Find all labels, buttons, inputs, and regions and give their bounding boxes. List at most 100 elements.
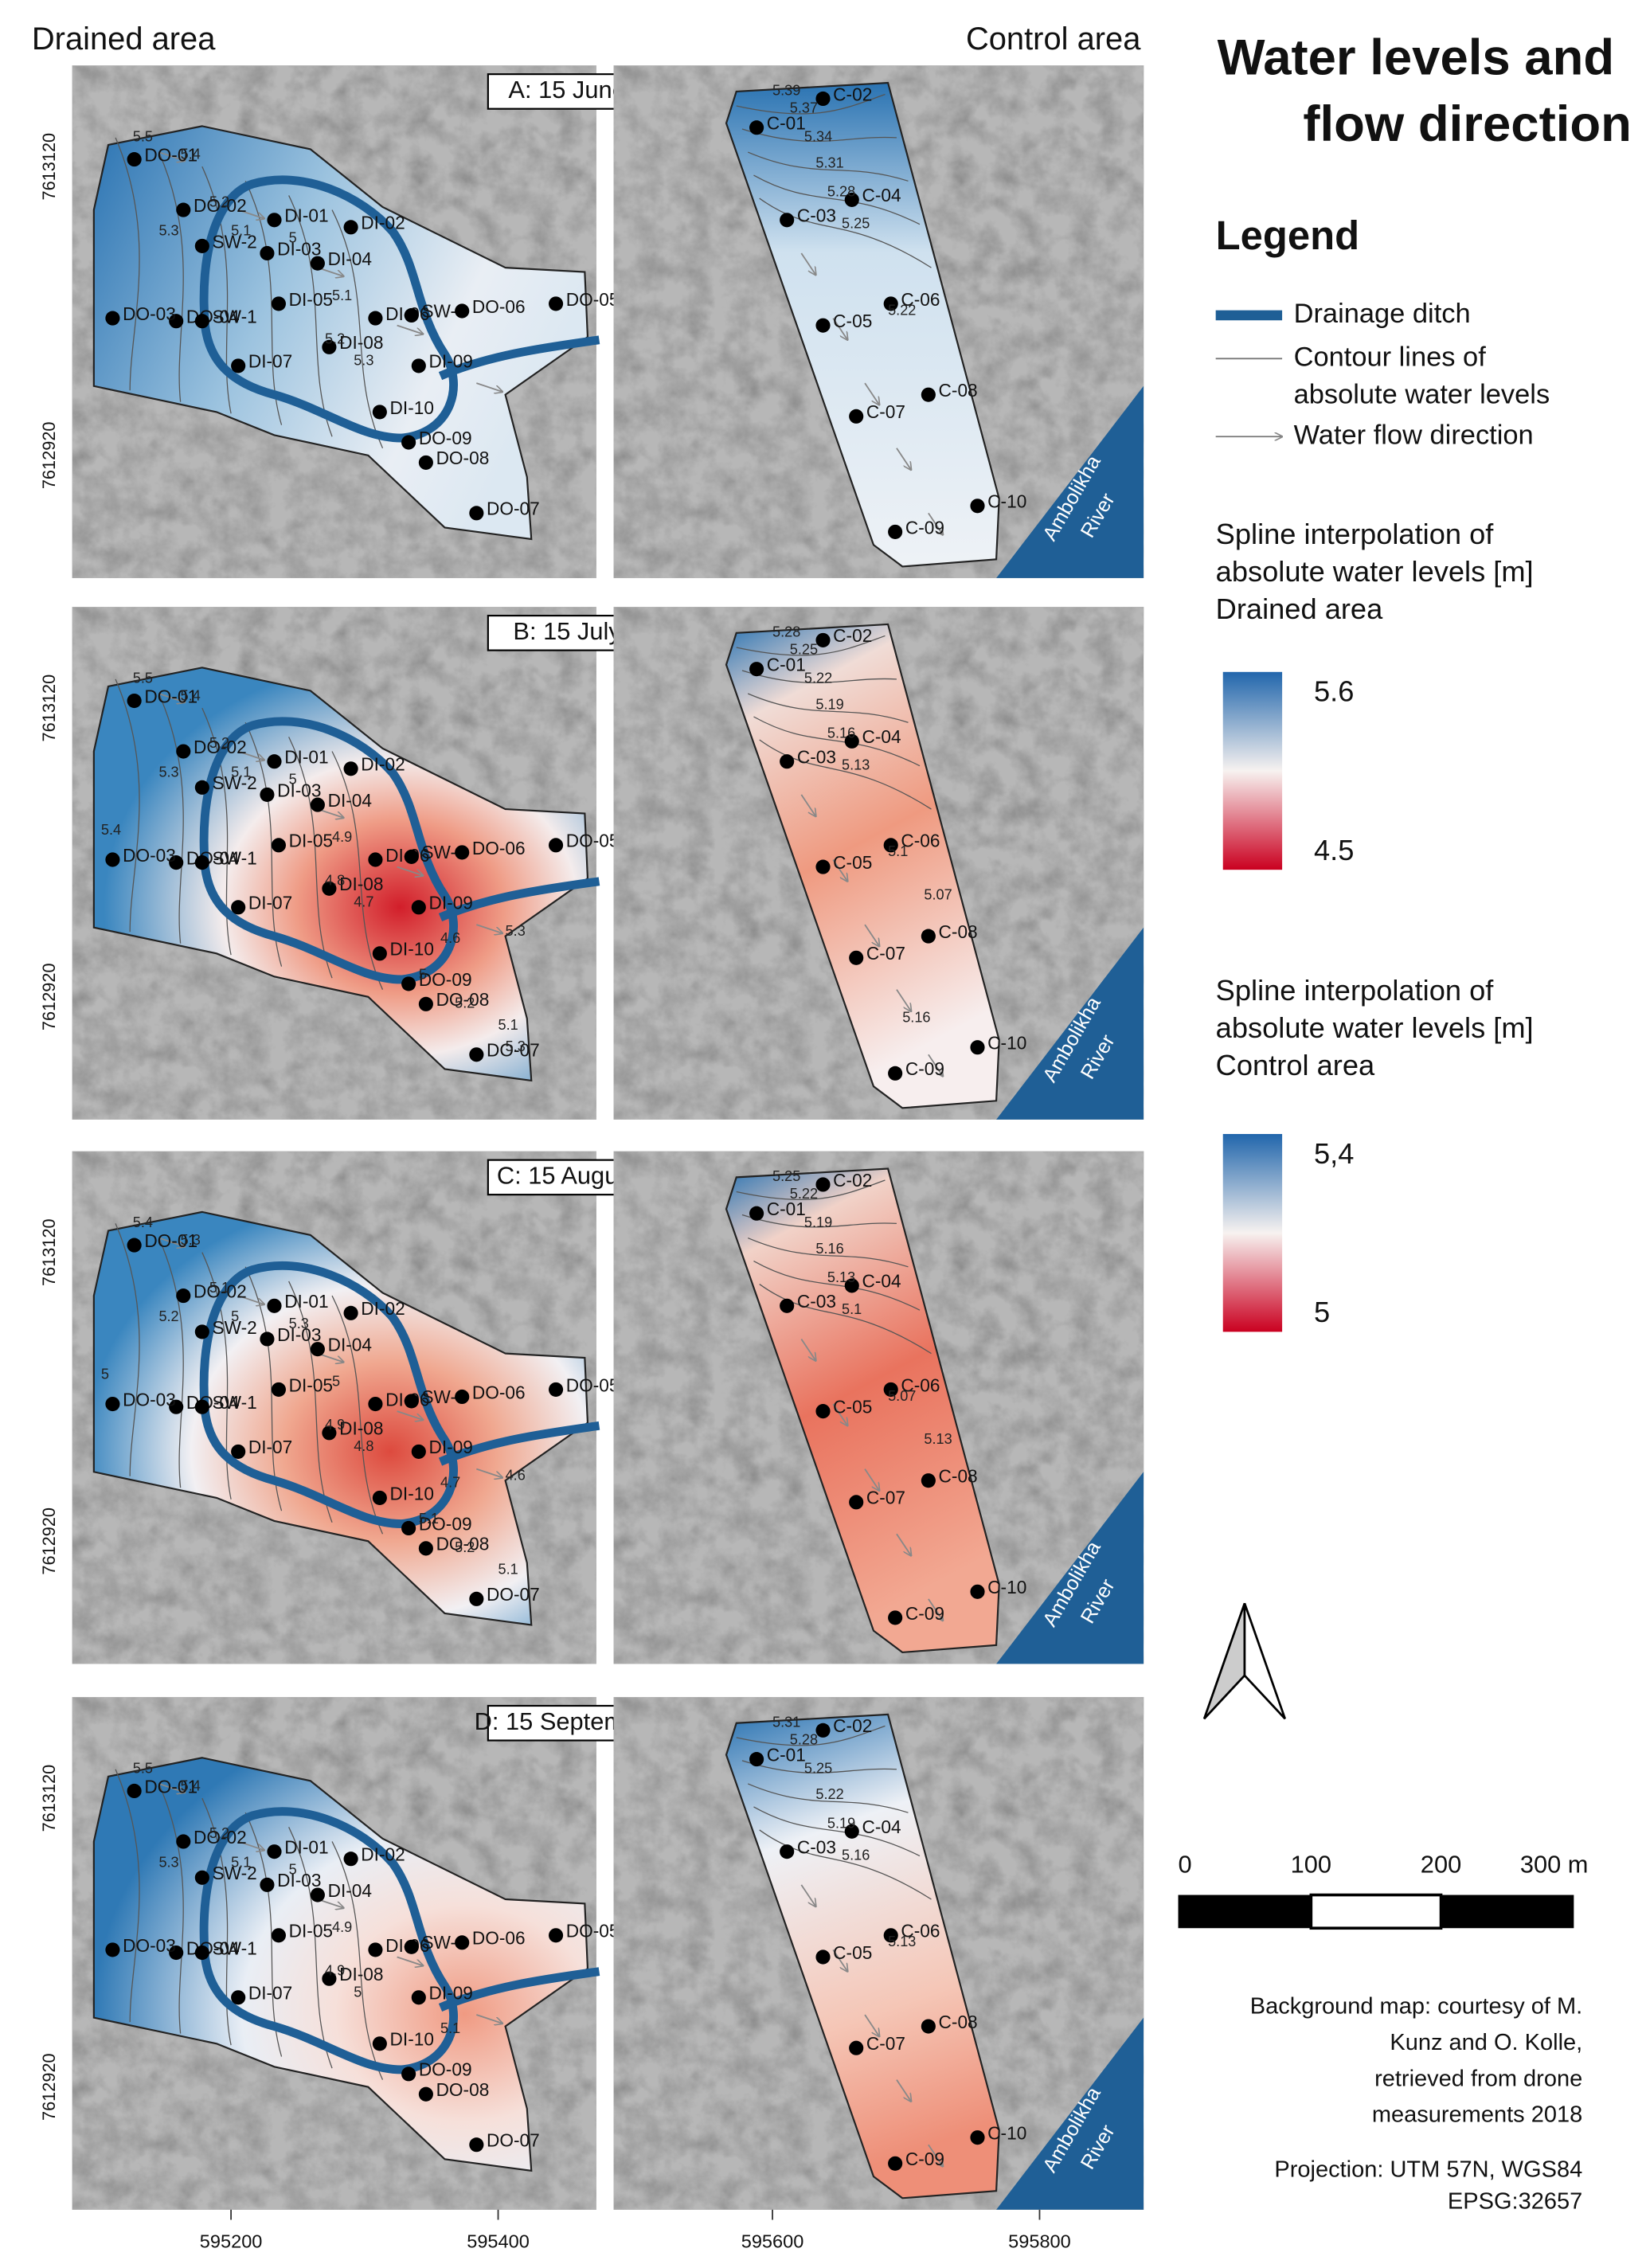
well — [455, 845, 470, 860]
well-label: C-05 — [833, 1942, 872, 1963]
scale-bar-label: 0 — [1179, 1850, 1192, 1878]
well — [401, 435, 416, 450]
contour-label: 4.7 — [354, 894, 373, 910]
drainage-ditch — [438, 335, 600, 381]
interpolation-area — [725, 1167, 1000, 1654]
contour-label: 5.2 — [325, 331, 345, 347]
contour-label: 5.28 — [772, 624, 800, 640]
flow-arrow — [158, 693, 185, 702]
contour-label: 5 — [101, 1367, 109, 1382]
well-label: DI-07 — [248, 1437, 292, 1457]
contour-label: 5.22 — [888, 302, 916, 318]
well — [194, 1399, 209, 1414]
well-label: DI-10 — [390, 397, 434, 418]
flow-arrow — [397, 866, 424, 876]
well-label: DI-08 — [339, 1964, 383, 1984]
contour-label: 5.37 — [790, 100, 818, 115]
flow-arrow — [928, 1598, 943, 1621]
y-tick-label: 7612920 — [39, 421, 59, 489]
well-label: DI-02 — [361, 213, 405, 233]
contour-line — [741, 1760, 897, 1773]
well — [970, 2130, 985, 2145]
well — [176, 744, 191, 759]
flow-arrow — [476, 2014, 502, 2024]
contour-label: 4.9 — [332, 1919, 352, 1935]
contour-line — [201, 1797, 232, 2046]
well-label: DI-07 — [248, 893, 292, 913]
contour-label: 5.1 — [440, 2020, 460, 2036]
flow-arrow — [237, 1295, 264, 1304]
contour-label: 5.3 — [354, 353, 373, 369]
interpolation-area — [725, 623, 1000, 1109]
north-arrow-left — [1202, 1602, 1246, 1720]
y-tick-label: 7613120 — [39, 1218, 59, 1286]
well-label: C-10 — [987, 1577, 1026, 1597]
contour-label: 5.19 — [804, 1214, 832, 1230]
contour-label: 4.9 — [325, 1962, 345, 1978]
contour-line — [331, 751, 384, 990]
well — [194, 238, 209, 253]
contour-line — [759, 1284, 932, 1355]
well — [368, 852, 383, 867]
credit: Background map: courtesy of M. — [1250, 1994, 1582, 2020]
well-label: C-05 — [833, 852, 872, 873]
well-label: DO-09 — [419, 1513, 472, 1534]
well-label: DO-04 — [186, 1938, 240, 1958]
well — [401, 1520, 416, 1536]
contour-line — [158, 693, 184, 944]
contour-label: 5 — [354, 1984, 362, 2000]
well-label: DI-07 — [248, 351, 292, 372]
well-label: DI-09 — [429, 1983, 473, 2004]
well — [194, 314, 209, 329]
credit: retrieved from drone — [1374, 2066, 1582, 2091]
well — [749, 1752, 764, 1767]
well — [310, 256, 325, 271]
well — [267, 754, 282, 769]
control-map: AmbolikhaRiverC-01C-02C-03C-04C-05C-06C-… — [613, 65, 1144, 578]
well — [844, 1278, 859, 1293]
well — [127, 1238, 142, 1253]
color-ramp — [1222, 671, 1283, 870]
contour-label: 5.25 — [842, 216, 870, 232]
projection: Projection: UTM 57N, WGS84 — [1274, 2157, 1582, 2183]
contour-line — [331, 1841, 384, 2080]
well-label: C-04 — [862, 1271, 901, 1292]
contour-label: 5.22 — [815, 1786, 843, 1802]
contour-line — [736, 1179, 886, 1201]
flow-arrow — [158, 1783, 185, 1793]
flow-arrow — [397, 1410, 424, 1420]
contour-line — [201, 1252, 232, 1500]
well — [271, 296, 287, 311]
well — [921, 387, 936, 402]
well-label: C-02 — [833, 625, 872, 646]
well — [169, 1399, 184, 1414]
well — [844, 733, 859, 749]
well — [322, 1425, 337, 1441]
contour-label: 4.8 — [354, 1438, 373, 1454]
well — [372, 1490, 387, 1505]
well — [411, 1444, 426, 1459]
well — [815, 1177, 831, 1192]
contour-label: 5.13 — [827, 1269, 855, 1285]
well-label: DI-08 — [339, 332, 383, 353]
well-label: DI-03 — [277, 1870, 321, 1891]
well-label: DO-08 — [436, 1534, 490, 1554]
well-label: DO-06 — [472, 838, 526, 858]
well-label: DO-05 — [566, 1921, 620, 1941]
well-label: DO-01 — [144, 1776, 197, 1797]
contour-label: 4.6 — [440, 930, 460, 946]
control-map: AmbolikhaRiverC-01C-02C-03C-04C-05C-06C-… — [613, 607, 1144, 1120]
well — [749, 662, 764, 677]
well — [176, 202, 191, 217]
well — [815, 318, 831, 333]
contour-label: 5.16 — [902, 1010, 930, 1026]
drained-map: DO-01 DO-02 DI-01 DI-02 SW-2 DI-03 DI-04 DO-04 D… — [39, 1151, 709, 1664]
north-arrow-right — [1243, 1602, 1286, 1720]
contour-label: 5.4 — [181, 1777, 201, 1793]
well-label: DO-08 — [436, 448, 490, 468]
well-label: C-03 — [797, 205, 836, 226]
contour-line — [288, 1827, 333, 2069]
well — [105, 311, 120, 326]
